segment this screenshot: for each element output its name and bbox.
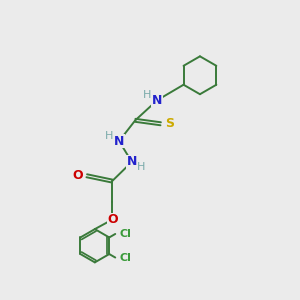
Text: H: H — [105, 131, 114, 141]
Text: N: N — [152, 94, 162, 107]
Text: H: H — [137, 162, 146, 172]
Text: O: O — [107, 213, 118, 226]
Text: N: N — [114, 135, 124, 148]
Text: O: O — [73, 169, 83, 182]
Text: N: N — [127, 155, 137, 168]
Text: Cl: Cl — [119, 253, 131, 262]
Text: S: S — [165, 117, 174, 130]
Text: H: H — [143, 90, 152, 100]
Text: Cl: Cl — [119, 229, 131, 239]
